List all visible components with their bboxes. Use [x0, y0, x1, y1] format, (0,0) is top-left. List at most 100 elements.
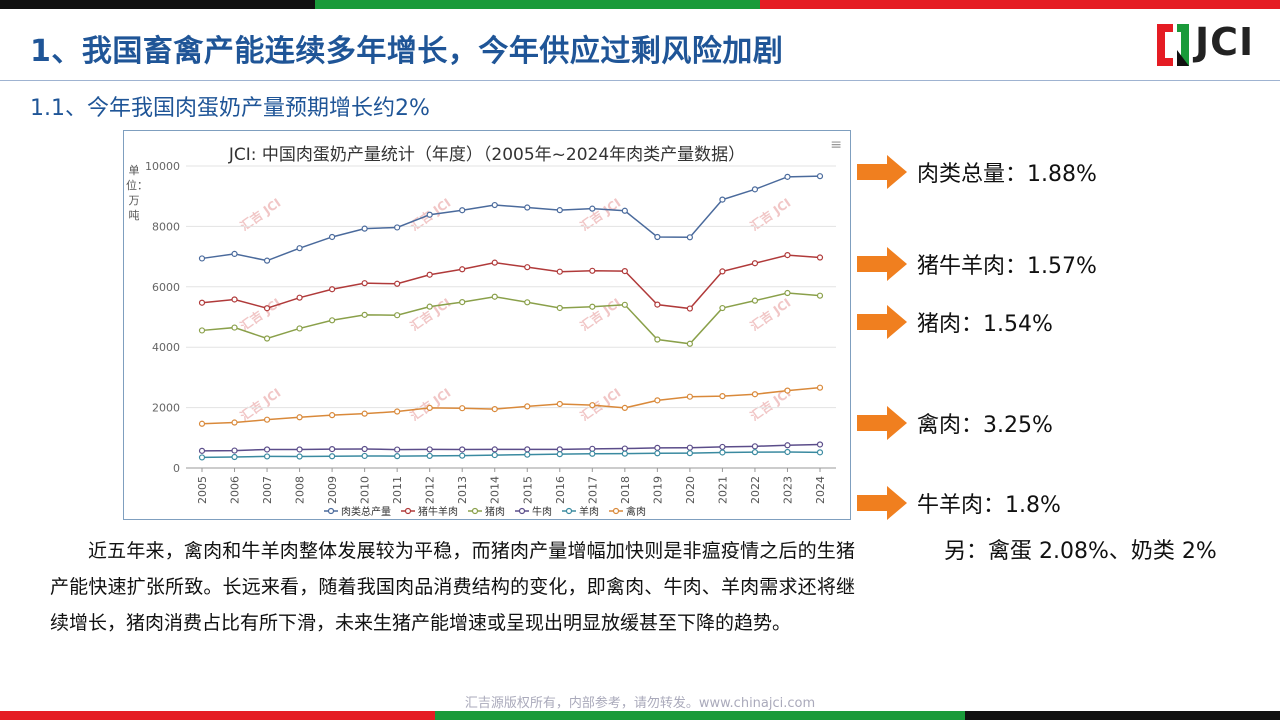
data-point	[784, 289, 791, 297]
orange-arrow-icon	[857, 155, 907, 189]
data-point	[296, 294, 303, 301]
data-point	[654, 336, 661, 343]
data-point	[394, 280, 401, 287]
callout-pork-beef-mutton: 猪牛羊肉：1.57%	[857, 247, 1097, 281]
data-point	[394, 408, 401, 415]
data-point	[784, 173, 791, 180]
data-point	[296, 446, 303, 453]
x-tick-label: 2023	[781, 476, 794, 504]
data-point	[654, 301, 661, 308]
chart-container: JCI: 中国肉蛋奶产量统计（年度）（2005年~2024年肉类产量数据） ≡ …	[123, 130, 851, 520]
series-line	[201, 292, 821, 345]
data-point	[361, 311, 368, 318]
x-tick-label: 2017	[586, 476, 599, 504]
summary-paragraph: 近五年来，禽肉和牛羊肉整体发展较为平稳，而猪肉产量增幅加快则是非瘟疫情之后的生猪…	[50, 540, 855, 634]
x-tick-label: 2005	[196, 476, 209, 504]
data-point	[751, 260, 759, 267]
data-point	[816, 449, 824, 456]
data-point	[459, 446, 466, 453]
logo-text: JCI	[1195, 20, 1255, 64]
data-point	[784, 448, 791, 456]
data-point	[524, 299, 531, 306]
legend-marker	[471, 507, 479, 515]
data-point	[263, 305, 271, 312]
data-point	[263, 335, 271, 342]
watermark-text: 汇吉 JCI	[577, 195, 623, 234]
data-point	[654, 444, 661, 451]
data-point	[491, 446, 498, 453]
data-point	[198, 447, 206, 454]
data-point	[394, 312, 401, 319]
data-point	[198, 420, 206, 427]
jci-logo-icon	[1157, 24, 1189, 66]
x-tick-label: 2024	[814, 476, 827, 504]
data-point	[556, 304, 563, 312]
data-point	[686, 234, 693, 241]
data-point	[361, 452, 368, 460]
bottom-color-bar	[0, 711, 1280, 720]
top-color-bar	[0, 0, 1280, 9]
data-point	[296, 325, 303, 332]
x-tick-label: 2010	[359, 476, 372, 504]
section-subtitle: 1.1、今年我国肉蛋奶产量预期增长约2%	[30, 96, 430, 121]
callout-label: 猪牛羊肉：1.57%	[917, 254, 1097, 279]
watermark-text: 汇吉 JCI	[237, 295, 283, 334]
data-point	[263, 257, 271, 264]
orange-arrow-icon	[857, 305, 907, 339]
data-point	[751, 443, 759, 450]
data-point	[459, 266, 466, 273]
data-point	[426, 452, 433, 459]
orange-arrow-icon	[857, 486, 907, 520]
callout-label: 猪肉：1.54%	[917, 312, 1053, 337]
data-point	[751, 297, 759, 304]
data-point	[198, 454, 206, 461]
data-point	[816, 292, 824, 299]
x-tick-label: 2007	[261, 476, 274, 504]
watermark-text: 汇吉 JCI	[237, 385, 283, 424]
data-point	[556, 268, 563, 275]
data-point	[394, 446, 401, 453]
x-tick-label: 2008	[294, 476, 307, 504]
data-point	[491, 451, 498, 459]
data-point	[524, 264, 531, 271]
data-point	[621, 404, 628, 412]
data-point	[589, 267, 596, 274]
x-tick-label: 2022	[749, 476, 762, 504]
data-point	[589, 445, 596, 452]
data-point	[589, 205, 596, 212]
data-point	[589, 402, 596, 409]
data-point	[394, 224, 401, 231]
data-point	[719, 443, 726, 451]
x-tick-label: 2020	[684, 476, 697, 504]
callout-total-meat: 肉类总量：1.88%	[857, 155, 1097, 189]
data-point	[491, 259, 498, 266]
data-point	[231, 296, 238, 303]
data-point	[491, 293, 498, 300]
data-point	[394, 453, 401, 460]
data-point	[329, 453, 336, 460]
data-point	[329, 286, 336, 293]
orange-arrow-icon	[857, 406, 907, 440]
data-point	[524, 446, 531, 453]
legend-label: 肉类总产量	[341, 505, 391, 518]
data-point	[263, 416, 271, 423]
x-tick-label: 2009	[326, 476, 339, 504]
data-point	[426, 404, 433, 412]
legend-label: 禽肉	[626, 505, 646, 518]
callout-label: 肉类总量：1.88%	[917, 162, 1097, 187]
legend-label: 牛肉	[532, 505, 552, 518]
data-point	[719, 393, 726, 400]
series-line	[201, 386, 821, 425]
data-point	[491, 201, 498, 209]
x-tick-label: 2006	[229, 476, 242, 504]
callout-pork: 猪肉：1.54%	[857, 305, 1053, 339]
y-tick-label: 2000	[152, 402, 180, 415]
data-point	[296, 245, 303, 252]
data-point	[621, 207, 628, 214]
data-point	[654, 233, 661, 241]
hamburger-menu-icon[interactable]: ≡	[830, 137, 842, 153]
x-tick-label: 2018	[619, 476, 632, 504]
x-tick-label: 2012	[424, 476, 437, 504]
x-tick-label: 2021	[716, 476, 729, 504]
x-tick-label: 2014	[489, 476, 502, 504]
